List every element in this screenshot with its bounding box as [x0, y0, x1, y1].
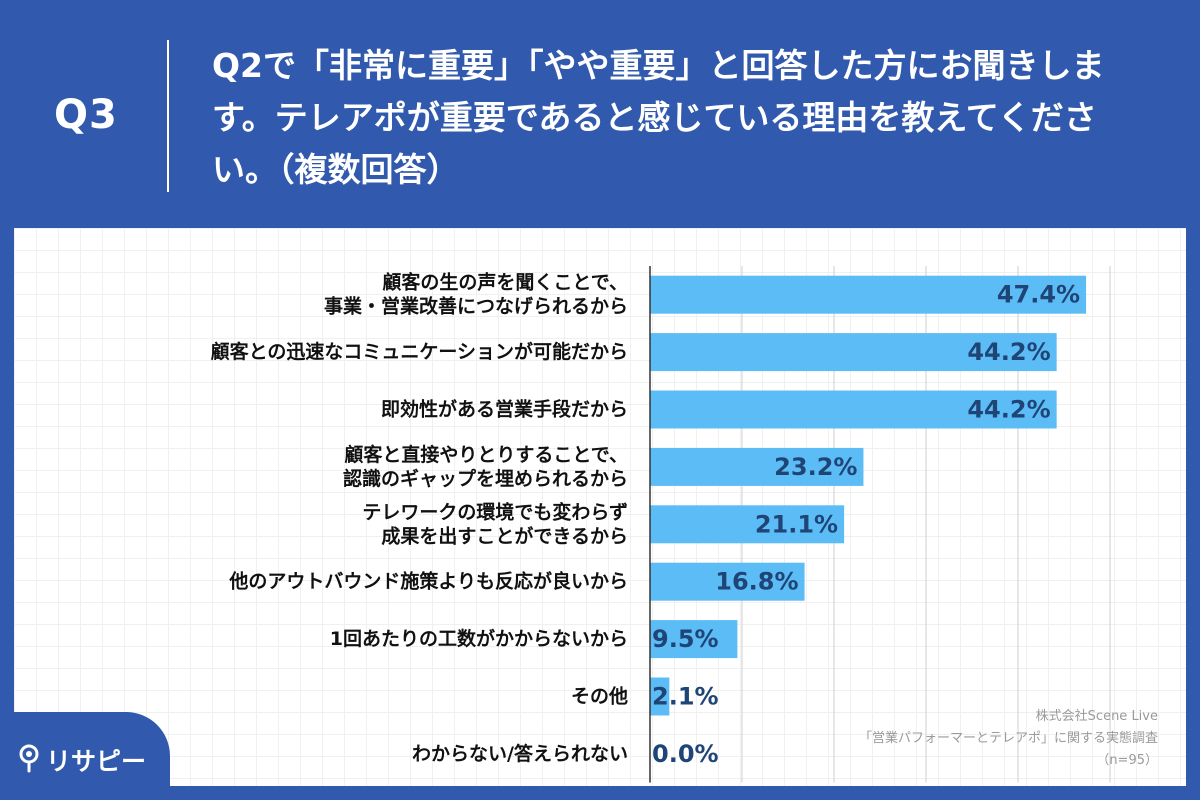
data-label: 2.1% [652, 683, 719, 711]
data-label: 21.1% [755, 510, 838, 538]
bar [650, 447, 864, 486]
category-label-line: 顧客との迅速なコミュニケーションが可能だから [211, 340, 628, 363]
category-label-line: 他のアウトバウンド施策よりも反応が良いから [228, 570, 628, 593]
bar [650, 333, 1057, 372]
category-label-line: 成果を出すことができるから [381, 524, 628, 547]
category-label: その他 [571, 685, 628, 708]
category-label-line: 事業・営業改善につなげられるから [324, 295, 628, 318]
bar [650, 620, 738, 659]
pin-icon [19, 744, 39, 773]
credit-sample: （n=95） [1096, 753, 1158, 768]
data-label: 0.0% [652, 740, 719, 768]
category-label: テレワークの環境でも変わらず成果を出すことができるから [362, 500, 628, 547]
question-number: Q3 [54, 92, 118, 138]
category-label-line: 顧客と直接やりとりすることで、 [344, 443, 628, 466]
category-label-line: 顧客の生の声を聞くことで、 [382, 271, 628, 294]
data-label: 16.8% [715, 568, 798, 596]
brand-logo: リサピー [0, 712, 170, 800]
survey-credit: 株式会社Scene Live 「営業パフォーマーとテレアポ」に関する実態調査 （… [859, 706, 1158, 772]
credit-survey: 「営業パフォーマーとテレアポ」に関する実態調査 [858, 731, 1158, 746]
chart-panel: 47.4% 顧客の生の声を聞くことで、事業・営業改善につなげられるから 44.2% 顧… [14, 228, 1186, 786]
data-label: 47.4% [997, 281, 1080, 309]
category-label-line: 認識のギャップを埋められるから [343, 467, 628, 490]
data-label: 44.2% [967, 338, 1050, 366]
logo-text: リサピー [46, 747, 147, 776]
bar-chart: 47.4% 顧客の生の声を聞くことで、事業・営業改善につなげられるから 44.2% 顧… [211, 266, 1111, 783]
category-label: わからない/答えられない [412, 742, 628, 765]
credit-company: 株式会社Scene Live [1035, 709, 1158, 724]
category-label: 顧客の生の声を聞くことで、事業・営業改善につなげられるから [324, 271, 628, 318]
category-label: 他のアウトバウンド施策よりも反応が良いから [228, 570, 628, 593]
bar [650, 390, 1057, 429]
category-label: 1回あたりの工数がかからないから [330, 627, 628, 650]
category-label-line: 1回あたりの工数がかからないから [330, 627, 628, 650]
bar [650, 677, 670, 716]
category-label-line: 即効性がある営業手段だから [381, 398, 628, 421]
category-label-line: テレワークの環境でも変わらず [362, 500, 628, 523]
question-text: Q2で「非常に重要」「やや重要」と回答した方にお聞きします。テレアポが重要である… [212, 46, 1105, 189]
category-label: 顧客との迅速なコミュニケーションが可能だから [211, 340, 628, 363]
data-label: 44.2% [967, 396, 1050, 424]
category-label-line: わからない/答えられない [412, 742, 628, 765]
category-label: 顧客と直接やりとりすることで、認識のギャップを埋められるから [343, 443, 628, 490]
data-label: 9.5% [652, 625, 719, 653]
category-label-line: その他 [571, 685, 628, 708]
bar [650, 275, 1087, 314]
header-divider [167, 40, 169, 192]
bar [650, 562, 805, 601]
question-header: Q3 Q2で「非常に重要」「やや重要」と回答した方にお聞きします。テレアポが重要… [0, 0, 1200, 228]
category-label: 即効性がある営業手段だから [381, 398, 628, 421]
data-label: 23.2% [774, 453, 857, 481]
bar [650, 505, 845, 544]
